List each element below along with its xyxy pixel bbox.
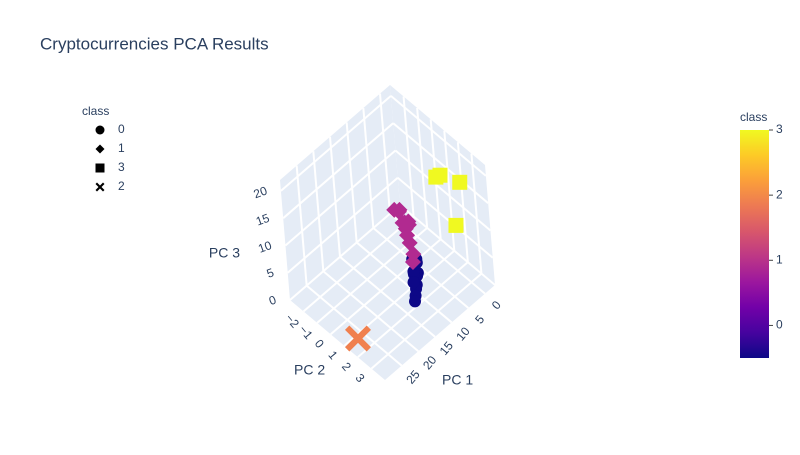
legend-label: 0 [118,122,125,136]
grid-line [289,204,401,301]
data-point [400,216,417,233]
data-point [399,227,416,244]
y-tick-label: 3 [353,371,368,385]
grid-line [345,122,358,243]
grid-line [470,153,483,274]
colorbar-tick-label: 2 [776,187,783,201]
grid-line [295,165,308,286]
grid-line [306,284,403,367]
data-point [407,276,420,289]
grid-line [339,256,436,338]
legend-symbol [95,182,105,192]
grid-line [329,136,341,257]
data-point [404,254,421,271]
grid-line [402,96,415,217]
legend-symbol [95,144,105,154]
x-tick-label: 25 [403,367,423,386]
grid-line [362,107,375,229]
grid-line [416,107,429,228]
y-tick-label: 1 [325,348,340,362]
grid-line [330,238,442,336]
grid-line [282,122,394,219]
colorbar-tick-label: 1 [776,252,783,266]
grid-line [312,151,325,272]
data-point [391,201,408,218]
x-tick-label: 15 [437,338,457,357]
grid-line [397,176,494,259]
grid-line [356,241,453,324]
grid-line [357,261,469,358]
legend-title: class [82,104,109,118]
z-tick-label: 20 [252,183,270,201]
colorbar-title: class [740,110,767,124]
y-tick-label: −1 [296,323,316,343]
data-point [409,295,422,308]
y-axis-title: PC 2 [294,362,325,378]
grid-line [370,272,483,370]
data-point [452,174,468,190]
scene-wall [280,85,400,300]
chart-title: Cryptocurrencies PCA Results [40,34,269,53]
legend-label: 3 [118,160,125,174]
x-tick-label: 0 [489,298,504,312]
colorbar-tick-label: 0 [776,318,783,332]
grid-line [302,215,415,313]
grid-line [456,142,469,263]
z-tick-label: 5 [265,265,276,281]
grid-line [392,122,489,204]
y-tick-label: 2 [339,360,354,374]
legend-label: 2 [118,179,125,193]
z-tick-label: 10 [256,238,274,256]
data-point [448,217,464,233]
colorbar [740,130,769,358]
grid-line [322,270,419,352]
grid-line [390,95,487,177]
grid-line [379,93,391,214]
legend-symbol [95,125,105,135]
grid-line [280,95,392,192]
z-tick-label: 0 [267,293,278,309]
x-tick-label: 5 [472,312,487,326]
x-axis-title: PC 1 [442,372,473,388]
data-point [407,265,420,278]
x-tick-label: 20 [420,353,440,372]
colorbar-tick-label: 3 [776,122,783,136]
data-point [428,169,444,185]
scene-wall [390,85,495,285]
scene-wall [290,205,495,380]
data-point [345,325,371,352]
legend-label: 1 [118,141,125,155]
z-axis-title: PC 3 [209,245,240,261]
legend-symbol [95,163,105,173]
grid-line [287,176,399,274]
grid-line [399,204,496,286]
x-tick-label: 10 [453,324,473,343]
grid-line [284,149,397,247]
grid-line [394,149,492,232]
y-tick-label: 0 [312,337,327,351]
z-tick-label: 15 [254,211,272,229]
